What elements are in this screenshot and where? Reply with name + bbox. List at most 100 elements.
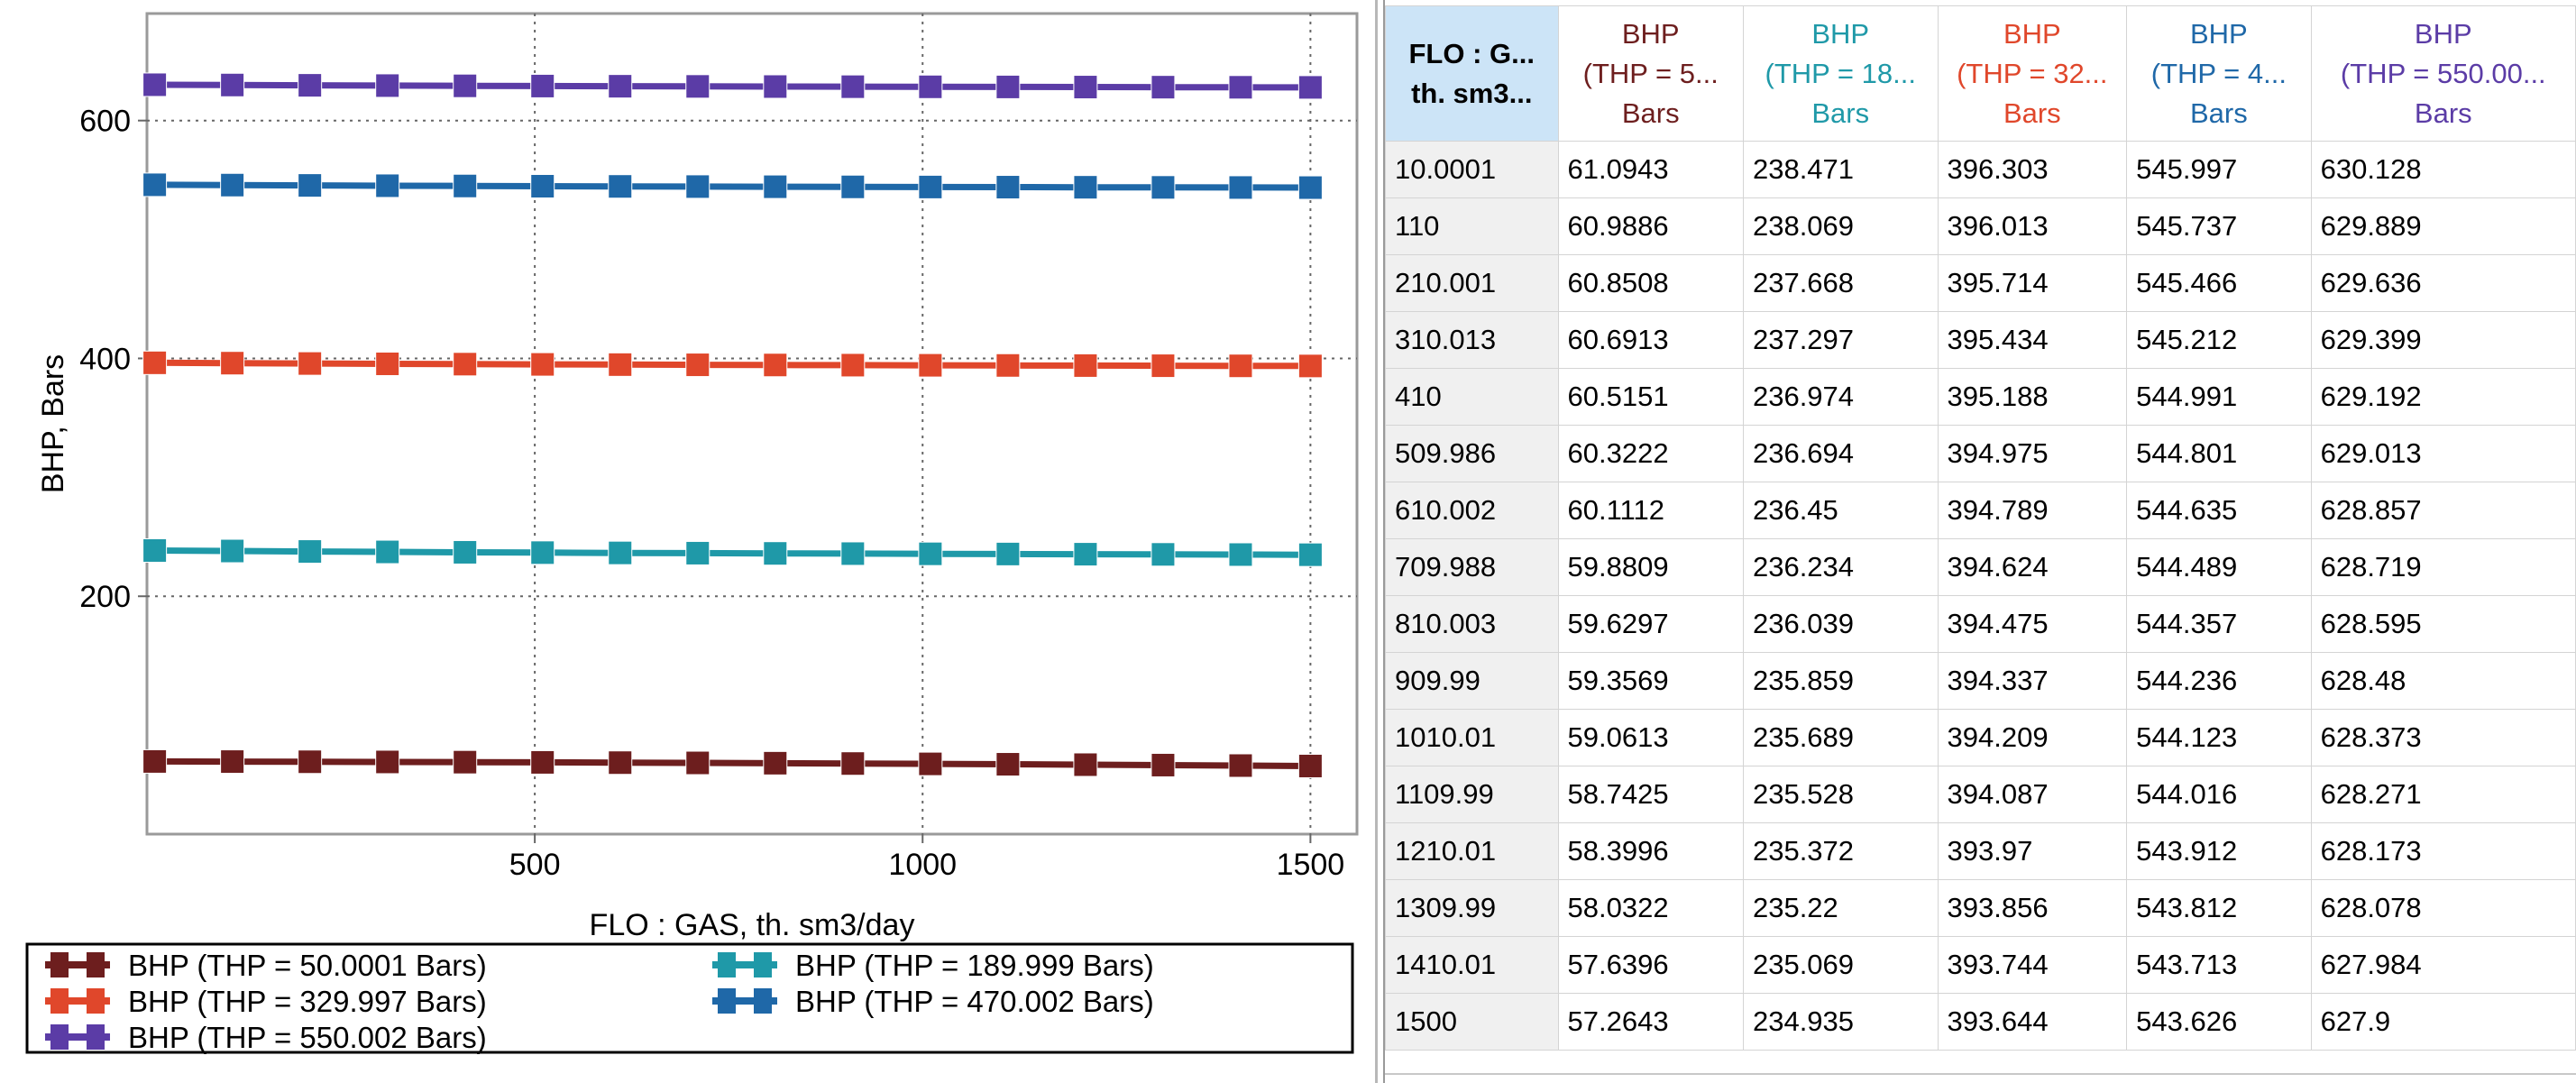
bhp-cell[interactable]: 545.212 bbox=[2126, 311, 2312, 369]
bhp-cell[interactable]: 544.357 bbox=[2126, 595, 2312, 653]
bhp-cell[interactable]: 544.123 bbox=[2126, 709, 2312, 766]
bhp-cell[interactable]: 394.337 bbox=[1937, 652, 2128, 710]
bhp-cell[interactable]: 394.789 bbox=[1937, 482, 2128, 539]
bhp-cell[interactable]: 236.694 bbox=[1742, 425, 1939, 482]
column-header-flo[interactable]: FLO : G... th. sm3... bbox=[1385, 5, 1559, 142]
flo-cell[interactable]: 10.0001 bbox=[1385, 141, 1559, 198]
bhp-cell[interactable]: 545.466 bbox=[2126, 254, 2312, 312]
bhp-cell[interactable]: 628.719 bbox=[2310, 538, 2576, 596]
bhp-cell[interactable]: 544.991 bbox=[2126, 368, 2312, 426]
bhp-cell[interactable]: 60.8508 bbox=[1557, 254, 1744, 312]
flo-cell[interactable]: 610.002 bbox=[1385, 482, 1559, 539]
flo-cell[interactable]: 1309.99 bbox=[1385, 879, 1559, 937]
table-row[interactable]: 10.0001 61.0943 238.471 396.303 545.997 630.1… bbox=[1385, 141, 2576, 198]
bhp-cell[interactable]: 236.974 bbox=[1742, 368, 1939, 426]
bhp-cell[interactable]: 394.624 bbox=[1937, 538, 2128, 596]
flo-cell[interactable]: 509.986 bbox=[1385, 425, 1559, 482]
bhp-cell[interactable]: 60.9886 bbox=[1557, 197, 1744, 255]
table-row[interactable]: 509.986 60.3222 236.694 394.975 544.801 629.0… bbox=[1385, 425, 2576, 482]
bhp-cell[interactable]: 394.209 bbox=[1937, 709, 2128, 766]
bhp-cell[interactable]: 234.935 bbox=[1742, 993, 1939, 1051]
table-row[interactable]: 310.013 60.6913 237.297 395.434 545.212 629.3… bbox=[1385, 311, 2576, 369]
bhp-cell[interactable]: 61.0943 bbox=[1557, 141, 1744, 198]
bhp-cell[interactable]: 393.97 bbox=[1937, 822, 2128, 880]
table-row[interactable]: 410 60.5151 236.974 395.188 544.991 629.192 bbox=[1385, 368, 2576, 426]
bhp-cell[interactable]: 543.626 bbox=[2126, 993, 2312, 1051]
bhp-cell[interactable]: 629.636 bbox=[2310, 254, 2576, 312]
bhp-cell[interactable]: 545.737 bbox=[2126, 197, 2312, 255]
table-row[interactable]: 909.99 59.3569 235.859 394.337 544.236 628.48 bbox=[1385, 652, 2576, 710]
table-row[interactable]: 1210.01 58.3996 235.372 393.97 543.912 628.17… bbox=[1385, 822, 2576, 880]
bhp-cell[interactable]: 235.859 bbox=[1742, 652, 1939, 710]
table-row[interactable]: 1309.99 58.0322 235.22 393.856 543.812 628.07… bbox=[1385, 879, 2576, 937]
flo-cell[interactable]: 1500 bbox=[1385, 993, 1559, 1051]
bhp-cell[interactable]: 60.5151 bbox=[1557, 368, 1744, 426]
flo-cell[interactable]: 410 bbox=[1385, 368, 1559, 426]
bhp-cell[interactable]: 58.7425 bbox=[1557, 766, 1744, 823]
bhp-cell[interactable]: 393.856 bbox=[1937, 879, 2128, 937]
bhp-cell[interactable]: 544.016 bbox=[2126, 766, 2312, 823]
table-row[interactable]: 1010.01 59.0613 235.689 394.209 544.123 628.3… bbox=[1385, 709, 2576, 766]
flo-cell[interactable]: 210.001 bbox=[1385, 254, 1559, 312]
flo-cell[interactable]: 310.013 bbox=[1385, 311, 1559, 369]
bhp-cell[interactable]: 59.0613 bbox=[1557, 709, 1744, 766]
bhp-cell[interactable]: 543.912 bbox=[2126, 822, 2312, 880]
bhp-cell[interactable]: 544.489 bbox=[2126, 538, 2312, 596]
bhp-cell[interactable]: 630.128 bbox=[2310, 141, 2576, 198]
bhp-cell[interactable]: 628.078 bbox=[2310, 879, 2576, 937]
table-row[interactable]: 1109.99 58.7425 235.528 394.087 544.016 628.2… bbox=[1385, 766, 2576, 823]
flo-cell[interactable]: 1109.99 bbox=[1385, 766, 1559, 823]
flo-cell[interactable]: 810.003 bbox=[1385, 595, 1559, 653]
bhp-cell[interactable]: 237.668 bbox=[1742, 254, 1939, 312]
table-row[interactable]: 210.001 60.8508 237.668 395.714 545.466 629.6… bbox=[1385, 254, 2576, 312]
table-row[interactable]: 810.003 59.6297 236.039 394.475 544.357 628.5… bbox=[1385, 595, 2576, 653]
bhp-cell[interactable]: 628.48 bbox=[2310, 652, 2576, 710]
bhp-cell[interactable]: 628.595 bbox=[2310, 595, 2576, 653]
column-header-bhp-1[interactable]: BHP (THP = 5... Bars bbox=[1557, 5, 1744, 142]
bhp-cell[interactable]: 393.644 bbox=[1937, 993, 2128, 1051]
bhp-cell[interactable]: 236.039 bbox=[1742, 595, 1939, 653]
bhp-cell[interactable]: 59.3569 bbox=[1557, 652, 1744, 710]
bhp-cell[interactable]: 627.984 bbox=[2310, 936, 2576, 994]
bhp-cell[interactable]: 627.9 bbox=[2310, 993, 2576, 1051]
bhp-cell[interactable]: 543.713 bbox=[2126, 936, 2312, 994]
bhp-cell[interactable]: 235.069 bbox=[1742, 936, 1939, 994]
bhp-cell[interactable]: 59.6297 bbox=[1557, 595, 1744, 653]
bhp-cell[interactable]: 235.528 bbox=[1742, 766, 1939, 823]
bhp-cell[interactable]: 237.297 bbox=[1742, 311, 1939, 369]
flo-cell[interactable]: 1010.01 bbox=[1385, 709, 1559, 766]
bhp-cell[interactable]: 394.975 bbox=[1937, 425, 2128, 482]
column-header-bhp-2[interactable]: BHP (THP = 18... Bars bbox=[1742, 5, 1939, 142]
bhp-cell[interactable]: 395.714 bbox=[1937, 254, 2128, 312]
table-row[interactable]: 1500 57.2643 234.935 393.644 543.626 627.9 bbox=[1385, 993, 2576, 1051]
bhp-cell[interactable]: 628.373 bbox=[2310, 709, 2576, 766]
flo-cell[interactable]: 709.988 bbox=[1385, 538, 1559, 596]
flo-cell[interactable]: 909.99 bbox=[1385, 652, 1559, 710]
column-header-bhp-4[interactable]: BHP (THP = 4... Bars bbox=[2126, 5, 2312, 142]
bhp-cell[interactable]: 58.0322 bbox=[1557, 879, 1744, 937]
table-row[interactable]: 709.988 59.8809 236.234 394.624 544.489 628.7… bbox=[1385, 538, 2576, 596]
bhp-cell[interactable]: 238.069 bbox=[1742, 197, 1939, 255]
bhp-cell[interactable]: 394.475 bbox=[1937, 595, 2128, 653]
bhp-cell[interactable]: 628.271 bbox=[2310, 766, 2576, 823]
bhp-cell[interactable]: 238.471 bbox=[1742, 141, 1939, 198]
bhp-cell[interactable]: 629.013 bbox=[2310, 425, 2576, 482]
flo-cell[interactable]: 1210.01 bbox=[1385, 822, 1559, 880]
bhp-cell[interactable]: 60.6913 bbox=[1557, 311, 1744, 369]
bhp-cell[interactable]: 395.188 bbox=[1937, 368, 2128, 426]
table-row[interactable]: 1410.01 57.6396 235.069 393.744 543.713 627.9… bbox=[1385, 936, 2576, 994]
bhp-cell[interactable]: 235.689 bbox=[1742, 709, 1939, 766]
table-row[interactable]: 110 60.9886 238.069 396.013 545.737 629.889 bbox=[1385, 197, 2576, 255]
table-row[interactable]: 610.002 60.1112 236.45 394.789 544.635 628.85… bbox=[1385, 482, 2576, 539]
column-header-bhp-3[interactable]: BHP (THP = 32... Bars bbox=[1937, 5, 2128, 142]
bhp-cell[interactable]: 396.013 bbox=[1937, 197, 2128, 255]
flo-cell[interactable]: 1410.01 bbox=[1385, 936, 1559, 994]
bhp-cell[interactable]: 396.303 bbox=[1937, 141, 2128, 198]
bhp-cell[interactable]: 60.1112 bbox=[1557, 482, 1744, 539]
bhp-cell[interactable]: 236.234 bbox=[1742, 538, 1939, 596]
bhp-cell[interactable]: 393.744 bbox=[1937, 936, 2128, 994]
bhp-cell[interactable]: 57.6396 bbox=[1557, 936, 1744, 994]
bhp-cell[interactable]: 59.8809 bbox=[1557, 538, 1744, 596]
bhp-cell[interactable]: 629.399 bbox=[2310, 311, 2576, 369]
bhp-cell[interactable]: 628.857 bbox=[2310, 482, 2576, 539]
